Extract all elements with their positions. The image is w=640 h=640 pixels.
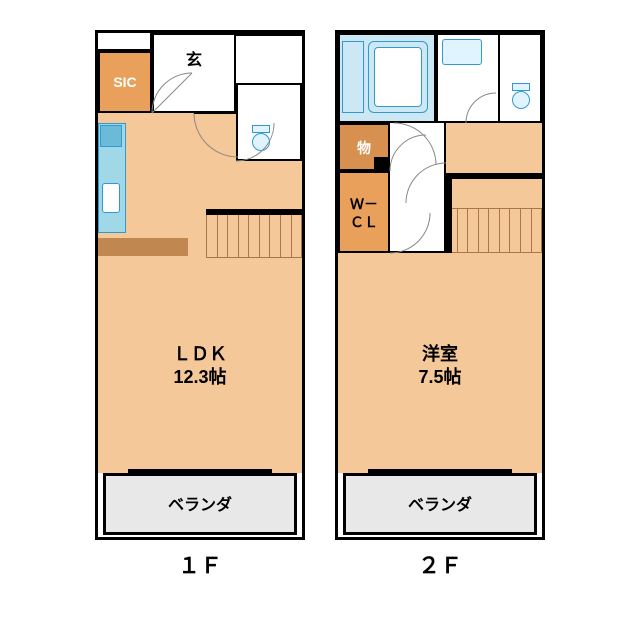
bath-washer [342, 41, 364, 113]
stairs-2f [446, 208, 542, 253]
label-balcony-2f: ベランダ [346, 496, 534, 517]
room-wcl: Ｗ－ ＣＬ [338, 171, 390, 253]
label-wcl: Ｗ－ ＣＬ [340, 195, 388, 231]
hallway-2f [390, 123, 446, 253]
label-balcony-1f: ベランダ [106, 496, 294, 517]
floorplan-container: SIC 玄 [0, 30, 640, 590]
window-2f [368, 469, 512, 473]
f1-top-strip [98, 33, 152, 51]
stairs-1f [206, 213, 302, 258]
wash-divider [498, 33, 500, 123]
bathtub-inner [374, 47, 422, 107]
floor-label-2f: ２Ｆ [335, 548, 545, 580]
toilet-fixture-1f [250, 125, 272, 153]
storage-notch [374, 157, 390, 171]
entry-door [236, 30, 302, 36]
vanity-sink [442, 39, 482, 65]
kitchen-sink [102, 183, 120, 213]
floor-1f: SIC 玄 [95, 30, 305, 590]
room-balcony-1f: ベランダ [103, 473, 297, 535]
label-storage: 物 [340, 139, 388, 157]
floor-label-1f: １Ｆ [95, 548, 305, 580]
toilet-fixture-2f [510, 83, 532, 111]
label-ldk: ＬＤＫ 12.3帖 [98, 343, 302, 390]
floor-1f-outline: SIC 玄 [95, 30, 305, 540]
label-genkan: 玄 [154, 51, 234, 72]
room-balcony-2f: ベランダ [343, 473, 537, 535]
window-1f [128, 469, 272, 473]
counter-bar [98, 238, 188, 256]
kitchen-stove [100, 125, 122, 147]
floor-2f-outline: 物 Ｗ－ ＣＬ 洋室 7.5帖 ベランダ [335, 30, 545, 540]
stairs-1f-wall [206, 209, 302, 215]
label-western: 洋室 7.5帖 [338, 343, 542, 390]
room-genkan: 玄 [152, 33, 236, 113]
stairs-2f-wall-left [446, 173, 452, 253]
room-ldk [98, 113, 302, 473]
room-sic: SIC [98, 51, 152, 113]
floor-2f: 物 Ｗ－ ＣＬ 洋室 7.5帖 ベランダ [335, 30, 545, 590]
label-sic: SIC [100, 73, 150, 91]
stairs-2f-wall-top [446, 173, 542, 179]
